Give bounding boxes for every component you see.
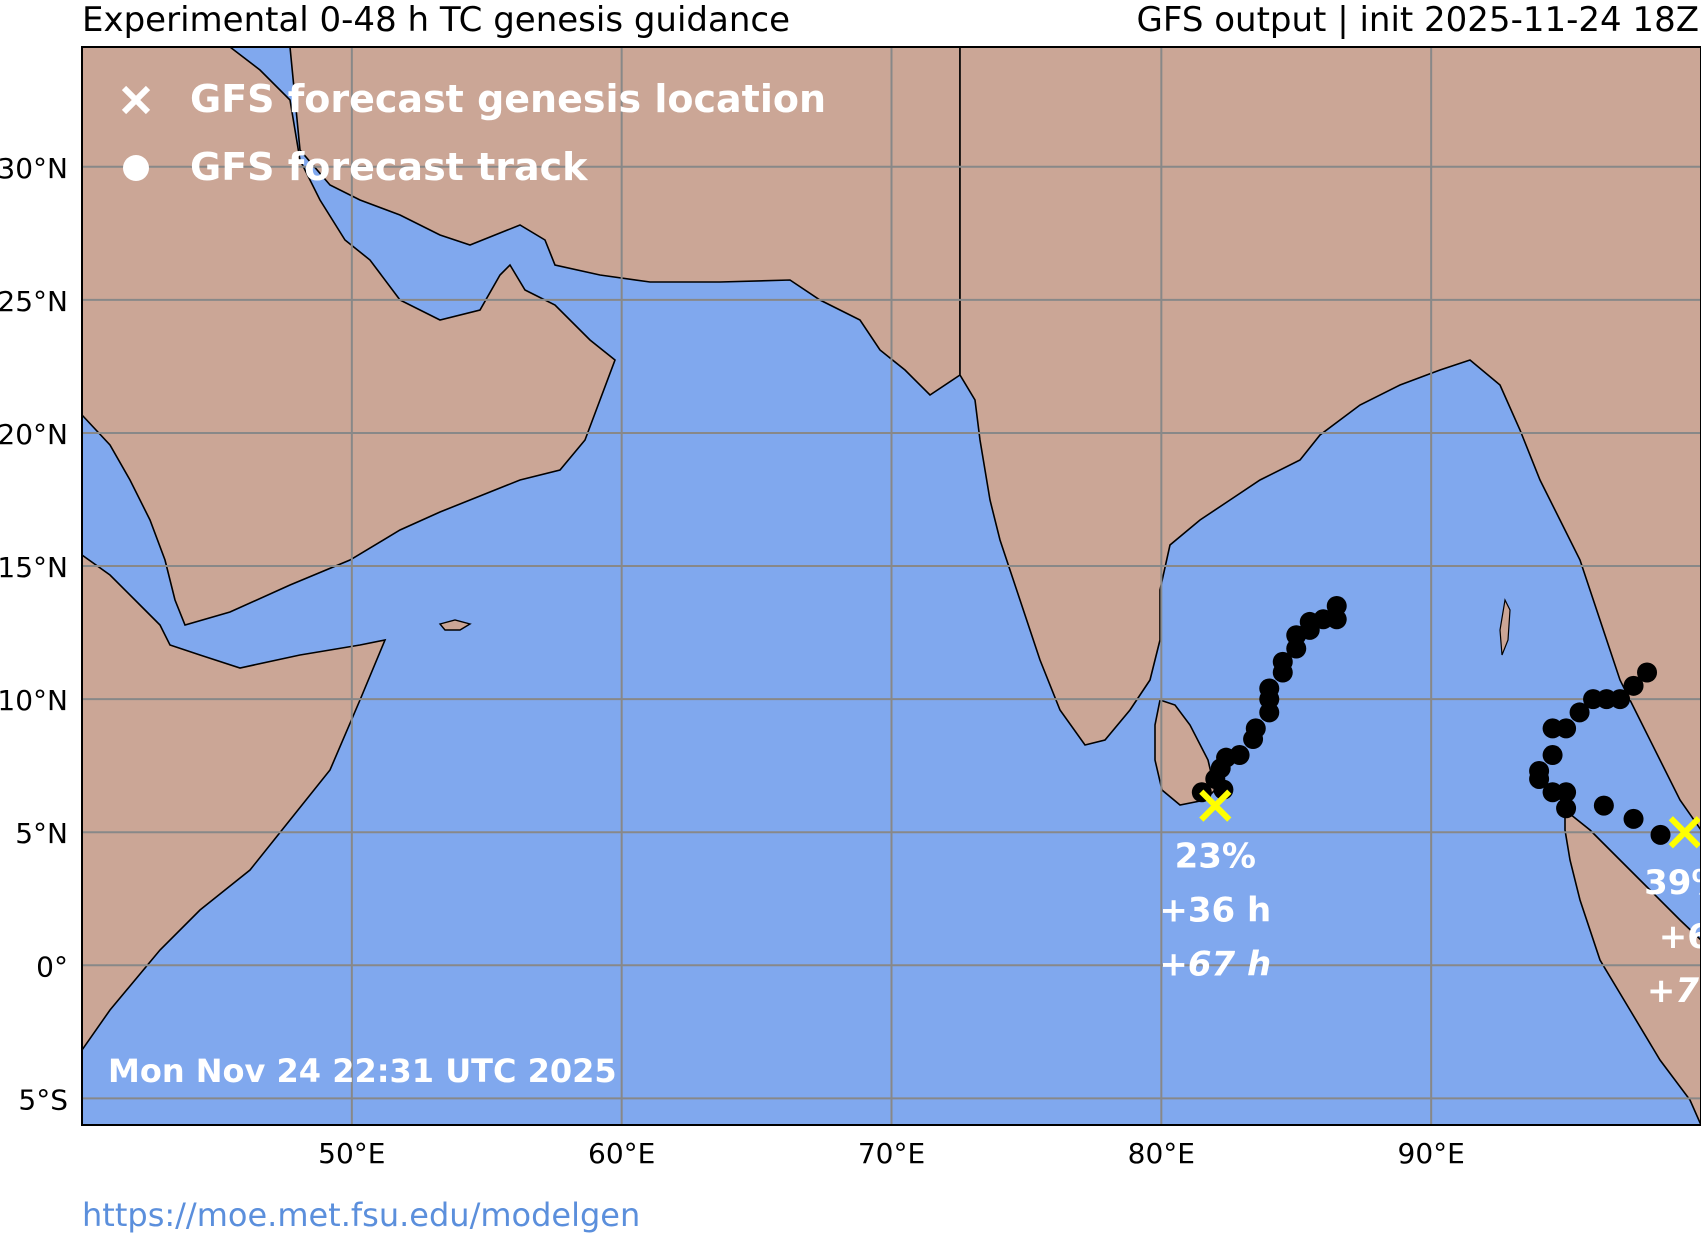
land-andaman (1499, 598, 1511, 656)
lat-tick-label: 25°N (0, 285, 68, 318)
track-point (1556, 718, 1577, 739)
lon-tick-label: 80°E (1128, 1137, 1195, 1170)
genesis-lead-time: +6 (1659, 917, 1701, 957)
lat-tick-label: 15°N (0, 551, 68, 584)
land-africa (82, 554, 387, 1052)
track-point (1637, 662, 1658, 683)
track-lead-time: +76 (1647, 971, 1701, 1011)
track-point (1542, 745, 1563, 766)
land-india-asia (959, 47, 1701, 832)
lon-tick-label: 70°E (858, 1137, 925, 1170)
legend-track-marker-icon (123, 155, 149, 181)
land-socotra (438, 619, 472, 631)
lon-tick-label: 90°E (1398, 1137, 1465, 1170)
system-labels: 23% +36 h +67 h 39% +6 +76 (1159, 837, 1701, 1012)
graticule (82, 47, 1701, 1125)
track-point (1245, 718, 1266, 739)
lon-tick-label: 50°E (318, 1137, 385, 1170)
track-lead-time: +67 h (1159, 945, 1271, 985)
track-point (1529, 760, 1550, 781)
lat-tick-label: 20°N (0, 418, 68, 451)
legend: GFS forecast genesis location GFS foreca… (121, 77, 826, 189)
track-point (1610, 689, 1631, 710)
legend-track-label: GFS forecast track (190, 145, 588, 189)
genesis-markers (1199, 789, 1701, 849)
track-point (1542, 782, 1563, 803)
lat-tick-label: 5°N (15, 817, 68, 850)
land-arabia (82, 47, 616, 626)
track-point (1623, 808, 1644, 829)
track-point (1593, 795, 1614, 816)
track-point (1623, 675, 1644, 696)
lon-tick-label: 60°E (588, 1137, 655, 1170)
lat-tick-label: 30°N (0, 152, 68, 185)
map-title: Experimental 0-48 h TC genesis guidance (82, 0, 790, 40)
timestamp: Mon Nov 24 22:31 UTC 2025 (108, 1052, 617, 1090)
forecast-tracks (1191, 595, 1671, 845)
legend-genesis-label: GFS forecast genesis location (190, 77, 826, 121)
genesis-probability: 23% (1175, 837, 1256, 877)
genesis-lead-time: +36 h (1159, 891, 1271, 931)
map-frame (81, 46, 1701, 1126)
track-point (1556, 798, 1577, 819)
track-point (1326, 595, 1347, 616)
legend-genesis-marker-icon (121, 85, 151, 115)
genesis-marker-icon (1199, 789, 1232, 822)
track-point (1259, 678, 1280, 699)
track-point (1229, 745, 1250, 766)
lat-tick-label: 10°N (0, 684, 68, 717)
lat-tick-label: 5°S (18, 1083, 68, 1116)
source-link[interactable]: https://moe.met.fsu.edu/modelgen (82, 1196, 641, 1234)
land-sumatra (1564, 808, 1701, 1125)
genesis-probability: 39% (1644, 863, 1701, 903)
track-point (1650, 824, 1671, 845)
lat-tick-label: 0° (36, 950, 68, 983)
model-init-label: GFS output | init 2025-11-24 18Z (1136, 0, 1699, 40)
genesis-marker-icon (1668, 816, 1701, 849)
land-iran-pakistan (289, 47, 961, 397)
track-point (1272, 651, 1293, 672)
track-point (1569, 702, 1590, 723)
axis-ticks: 30°N 25°N 20°N 15°N 10°N 5°N 0° 5°S 50°E 60°E 70°E… (0, 152, 1465, 1170)
